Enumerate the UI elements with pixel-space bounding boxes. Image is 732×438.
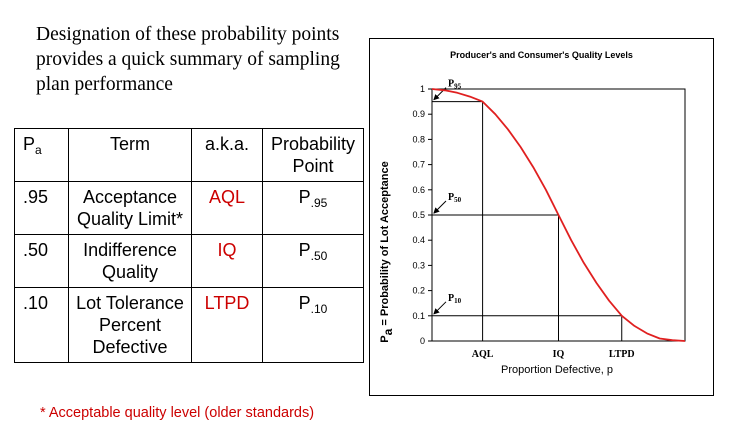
- header-pa: Pa: [14, 128, 69, 182]
- cell-point-main: P: [298, 240, 311, 260]
- y-axis-title-rest: = Probability of Lot Acceptance: [379, 161, 391, 329]
- y-tick-label: 0.2: [412, 286, 425, 296]
- y-tick-label: 0.1: [412, 311, 425, 321]
- table-row: .50 Indifference Quality IQ P.50: [14, 234, 364, 288]
- cell-point: P.10: [262, 287, 364, 363]
- y-axis-title-sub: a: [381, 328, 395, 336]
- header-term: Term: [68, 128, 192, 182]
- cell-term: Indifference Quality: [68, 234, 192, 288]
- y-tick-label: 0.9: [412, 109, 425, 119]
- y-tick-label: 1: [420, 84, 425, 94]
- y-axis-title: Pa = Probability of Lot Acceptance: [379, 157, 395, 347]
- header-pa-sub: a: [35, 143, 42, 157]
- probability-points-table: Pa Term a.k.a. Probability Point .95 Acc…: [14, 128, 364, 363]
- cell-pa: .50: [14, 234, 69, 288]
- cell-point: P.95: [262, 181, 364, 235]
- x-tick-label: IQ: [553, 349, 565, 360]
- cell-point-sub: .10: [310, 302, 328, 316]
- y-tick-label: 0.5: [412, 210, 425, 220]
- y-tick-label: 0.6: [412, 185, 425, 195]
- footnote: * Acceptable quality level (older standa…: [40, 405, 315, 421]
- intro-text: Designation of these probability points …: [36, 24, 340, 95]
- oc-curve-chart: 0 0.1 0.2 0.3 0.4 0.5 0.6 0.7 0.8 0.9 1 AQL IQ LTPD P9…: [369, 38, 714, 396]
- probability-point-label: P10: [448, 293, 462, 305]
- oc-curve-line: [431, 88, 686, 342]
- y-tick-label: 0.8: [412, 134, 425, 144]
- cell-term: Lot Tolerance Percent Defective: [68, 287, 192, 363]
- cell-aka: IQ: [191, 234, 263, 288]
- x-tick-label: AQL: [472, 349, 494, 360]
- header-point: Probability Point: [262, 128, 364, 182]
- y-tick-label: 0.7: [412, 160, 425, 170]
- cell-aka: LTPD: [191, 287, 263, 363]
- header-pa-main: P: [23, 134, 36, 154]
- y-tick-label: 0: [420, 336, 425, 346]
- x-axis-title: Proportion Defective, p: [501, 364, 613, 376]
- cell-term: Acceptance Quality Limit*: [68, 181, 192, 235]
- probability-point-label: P95: [448, 79, 462, 91]
- probability-point-label: P50: [448, 192, 462, 204]
- cell-point-sub: .95: [310, 196, 328, 210]
- cell-point-sub: .50: [310, 249, 328, 263]
- chart-title: Producer's and Consumer's Quality Levels: [450, 50, 633, 60]
- y-tick-label: 0.4: [412, 235, 425, 245]
- y-tick-label: 0.3: [412, 260, 425, 270]
- point-arrow: [433, 200, 447, 214]
- cell-point-main: P: [298, 293, 311, 313]
- table-row: .10 Lot Tolerance Percent Defective LTPD…: [14, 287, 364, 363]
- y-axis-title-main: P: [379, 335, 391, 343]
- table-header-row: Pa Term a.k.a. Probability Point: [14, 128, 364, 182]
- header-aka: a.k.a.: [191, 128, 263, 182]
- oc-curve-svg: 0 0.1 0.2 0.3 0.4 0.5 0.6 0.7 0.8 0.9 1 AQL IQ LTPD P9…: [412, 79, 686, 360]
- cell-point-main: P: [298, 187, 311, 207]
- cell-pa: .10: [14, 287, 69, 363]
- cell-aka: AQL: [191, 181, 263, 235]
- cell-point: P.50: [262, 234, 364, 288]
- cell-pa: .95: [14, 181, 69, 235]
- x-tick-label: LTPD: [609, 349, 635, 360]
- table-row: .95 Acceptance Quality Limit* AQL P.95: [14, 181, 364, 235]
- point-arrow: [433, 301, 447, 315]
